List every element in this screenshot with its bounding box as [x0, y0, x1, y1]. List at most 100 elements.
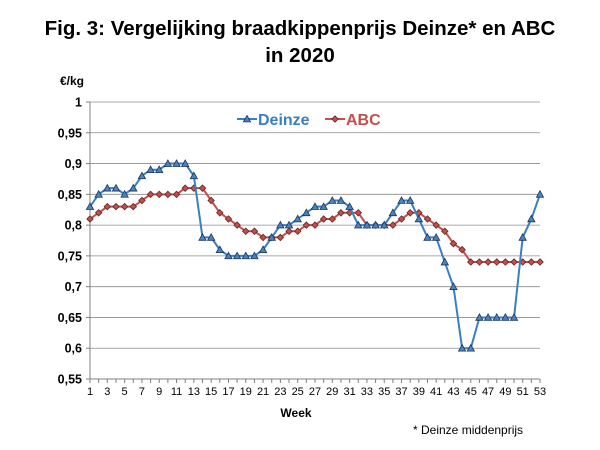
data-point-abc: [285, 227, 293, 236]
data-point-abc: [216, 209, 224, 217]
x-tick-label: 51: [517, 386, 529, 398]
data-point-deinze: [180, 159, 190, 167]
y-tick-label: 0,7: [65, 280, 82, 294]
data-point-deinze: [328, 196, 337, 204]
data-point-abc: [129, 202, 138, 211]
x-tick-label: 45: [465, 386, 477, 398]
data-point-deinze: [85, 202, 95, 210]
x-tick-label: 7: [139, 386, 145, 398]
data-point-deinze: [371, 220, 380, 229]
data-point-deinze: [388, 208, 398, 217]
x-tick-label: 31: [343, 386, 355, 398]
x-tick-label: 35: [378, 386, 390, 398]
data-point-abc: [224, 215, 233, 223]
data-point-deinze: [128, 183, 138, 192]
data-point-deinze: [241, 251, 251, 260]
data-point-abc: [527, 258, 536, 266]
data-point-deinze: [215, 245, 225, 254]
data-point-abc: [458, 245, 466, 254]
x-tick-label: 39: [413, 386, 425, 398]
data-point-deinze: [475, 313, 484, 321]
legend-marker-deinze: [242, 114, 252, 123]
data-point-abc: [293, 227, 302, 236]
data-point-abc: [449, 239, 458, 248]
data-point-deinze: [501, 313, 510, 321]
data-point-abc: [423, 215, 432, 223]
data-point-abc: [146, 190, 155, 199]
data-point-deinze: [284, 220, 294, 229]
data-point-deinze: [267, 232, 277, 241]
data-point-abc: [198, 184, 207, 192]
y-tick-label: 0,6: [65, 342, 82, 356]
data-point-deinze: [111, 183, 121, 192]
chart-title-line-2: in 2020: [265, 44, 335, 67]
y-tick-label: 1: [75, 96, 82, 110]
data-point-deinze: [483, 313, 493, 321]
data-point-abc: [467, 258, 475, 266]
x-tick-label: 3: [104, 386, 110, 398]
series-deinze: [85, 159, 545, 352]
gridlines: [90, 101, 540, 380]
y-tick-label: 0,75: [58, 249, 82, 263]
data-point-deinze: [397, 196, 406, 204]
x-tick-label: 53: [534, 386, 546, 398]
data-point-abc: [120, 202, 129, 211]
data-point-deinze: [440, 257, 450, 266]
x-tick-labels: 1 3 5 7 9 11 13 15 17 19 21 23 25 27 29 31 33 35 37 39 41 43 4…: [87, 386, 546, 398]
data-point-abc: [475, 258, 484, 266]
data-point-abc: [242, 227, 250, 236]
data-point-deinze: [189, 171, 199, 180]
data-point-deinze: [224, 251, 233, 260]
data-point-abc: [354, 209, 363, 217]
data-point-abc: [319, 215, 328, 223]
data-point-abc: [233, 221, 241, 229]
y-tick-label: 0,55: [58, 373, 82, 387]
data-point-abc: [181, 184, 189, 192]
y-tick-label: 0,9: [65, 157, 82, 171]
legend: Deinze ABC: [237, 112, 381, 129]
data-point-abc: [94, 209, 103, 217]
y-tick-label: 0,95: [58, 126, 82, 140]
legend-marker-abc: [331, 115, 339, 123]
x-tick-label: 19: [240, 386, 252, 398]
x-tick-label: 33: [361, 386, 373, 398]
data-point-deinze: [492, 313, 502, 321]
footnote: * Deinze middenprijs: [413, 423, 524, 437]
x-tick-label: 41: [430, 386, 442, 398]
data-point-abc: [441, 227, 449, 236]
data-point-abc: [86, 215, 94, 223]
data-point-deinze: [120, 189, 129, 198]
y-axis-label: €/kg: [60, 74, 84, 88]
data-point-abc: [164, 190, 172, 199]
x-tick-label: 29: [326, 386, 338, 398]
data-point-deinze: [319, 202, 328, 210]
data-point-deinze: [258, 245, 268, 254]
data-point-abc: [389, 221, 397, 229]
x-tick-label: 11: [171, 386, 182, 398]
data-point-deinze: [94, 189, 103, 198]
data-point-abc: [406, 209, 414, 217]
x-tick-label: 1: [87, 386, 93, 398]
data-point-abc: [501, 258, 510, 266]
data-point-deinze: [206, 232, 216, 241]
x-tick-label: 5: [122, 386, 128, 398]
data-point-deinze: [423, 232, 432, 241]
data-point-abc: [250, 227, 259, 236]
data-point-deinze: [405, 196, 415, 204]
data-point-deinze: [154, 165, 164, 173]
data-point-deinze: [466, 343, 476, 352]
x-tick-label: 49: [499, 386, 511, 398]
data-point-abc: [510, 258, 518, 266]
data-point-deinze: [163, 159, 173, 167]
data-point-deinze: [336, 196, 346, 204]
data-point-deinze: [146, 165, 155, 173]
data-point-deinze: [137, 171, 147, 180]
x-tick-label: 9: [156, 386, 162, 398]
series-abc: [86, 184, 544, 266]
x-tick-label: 43: [447, 386, 459, 398]
data-point-abc: [276, 233, 285, 242]
data-point-abc: [112, 202, 120, 211]
data-point-deinze: [345, 202, 354, 210]
data-point-deinze: [527, 214, 536, 223]
